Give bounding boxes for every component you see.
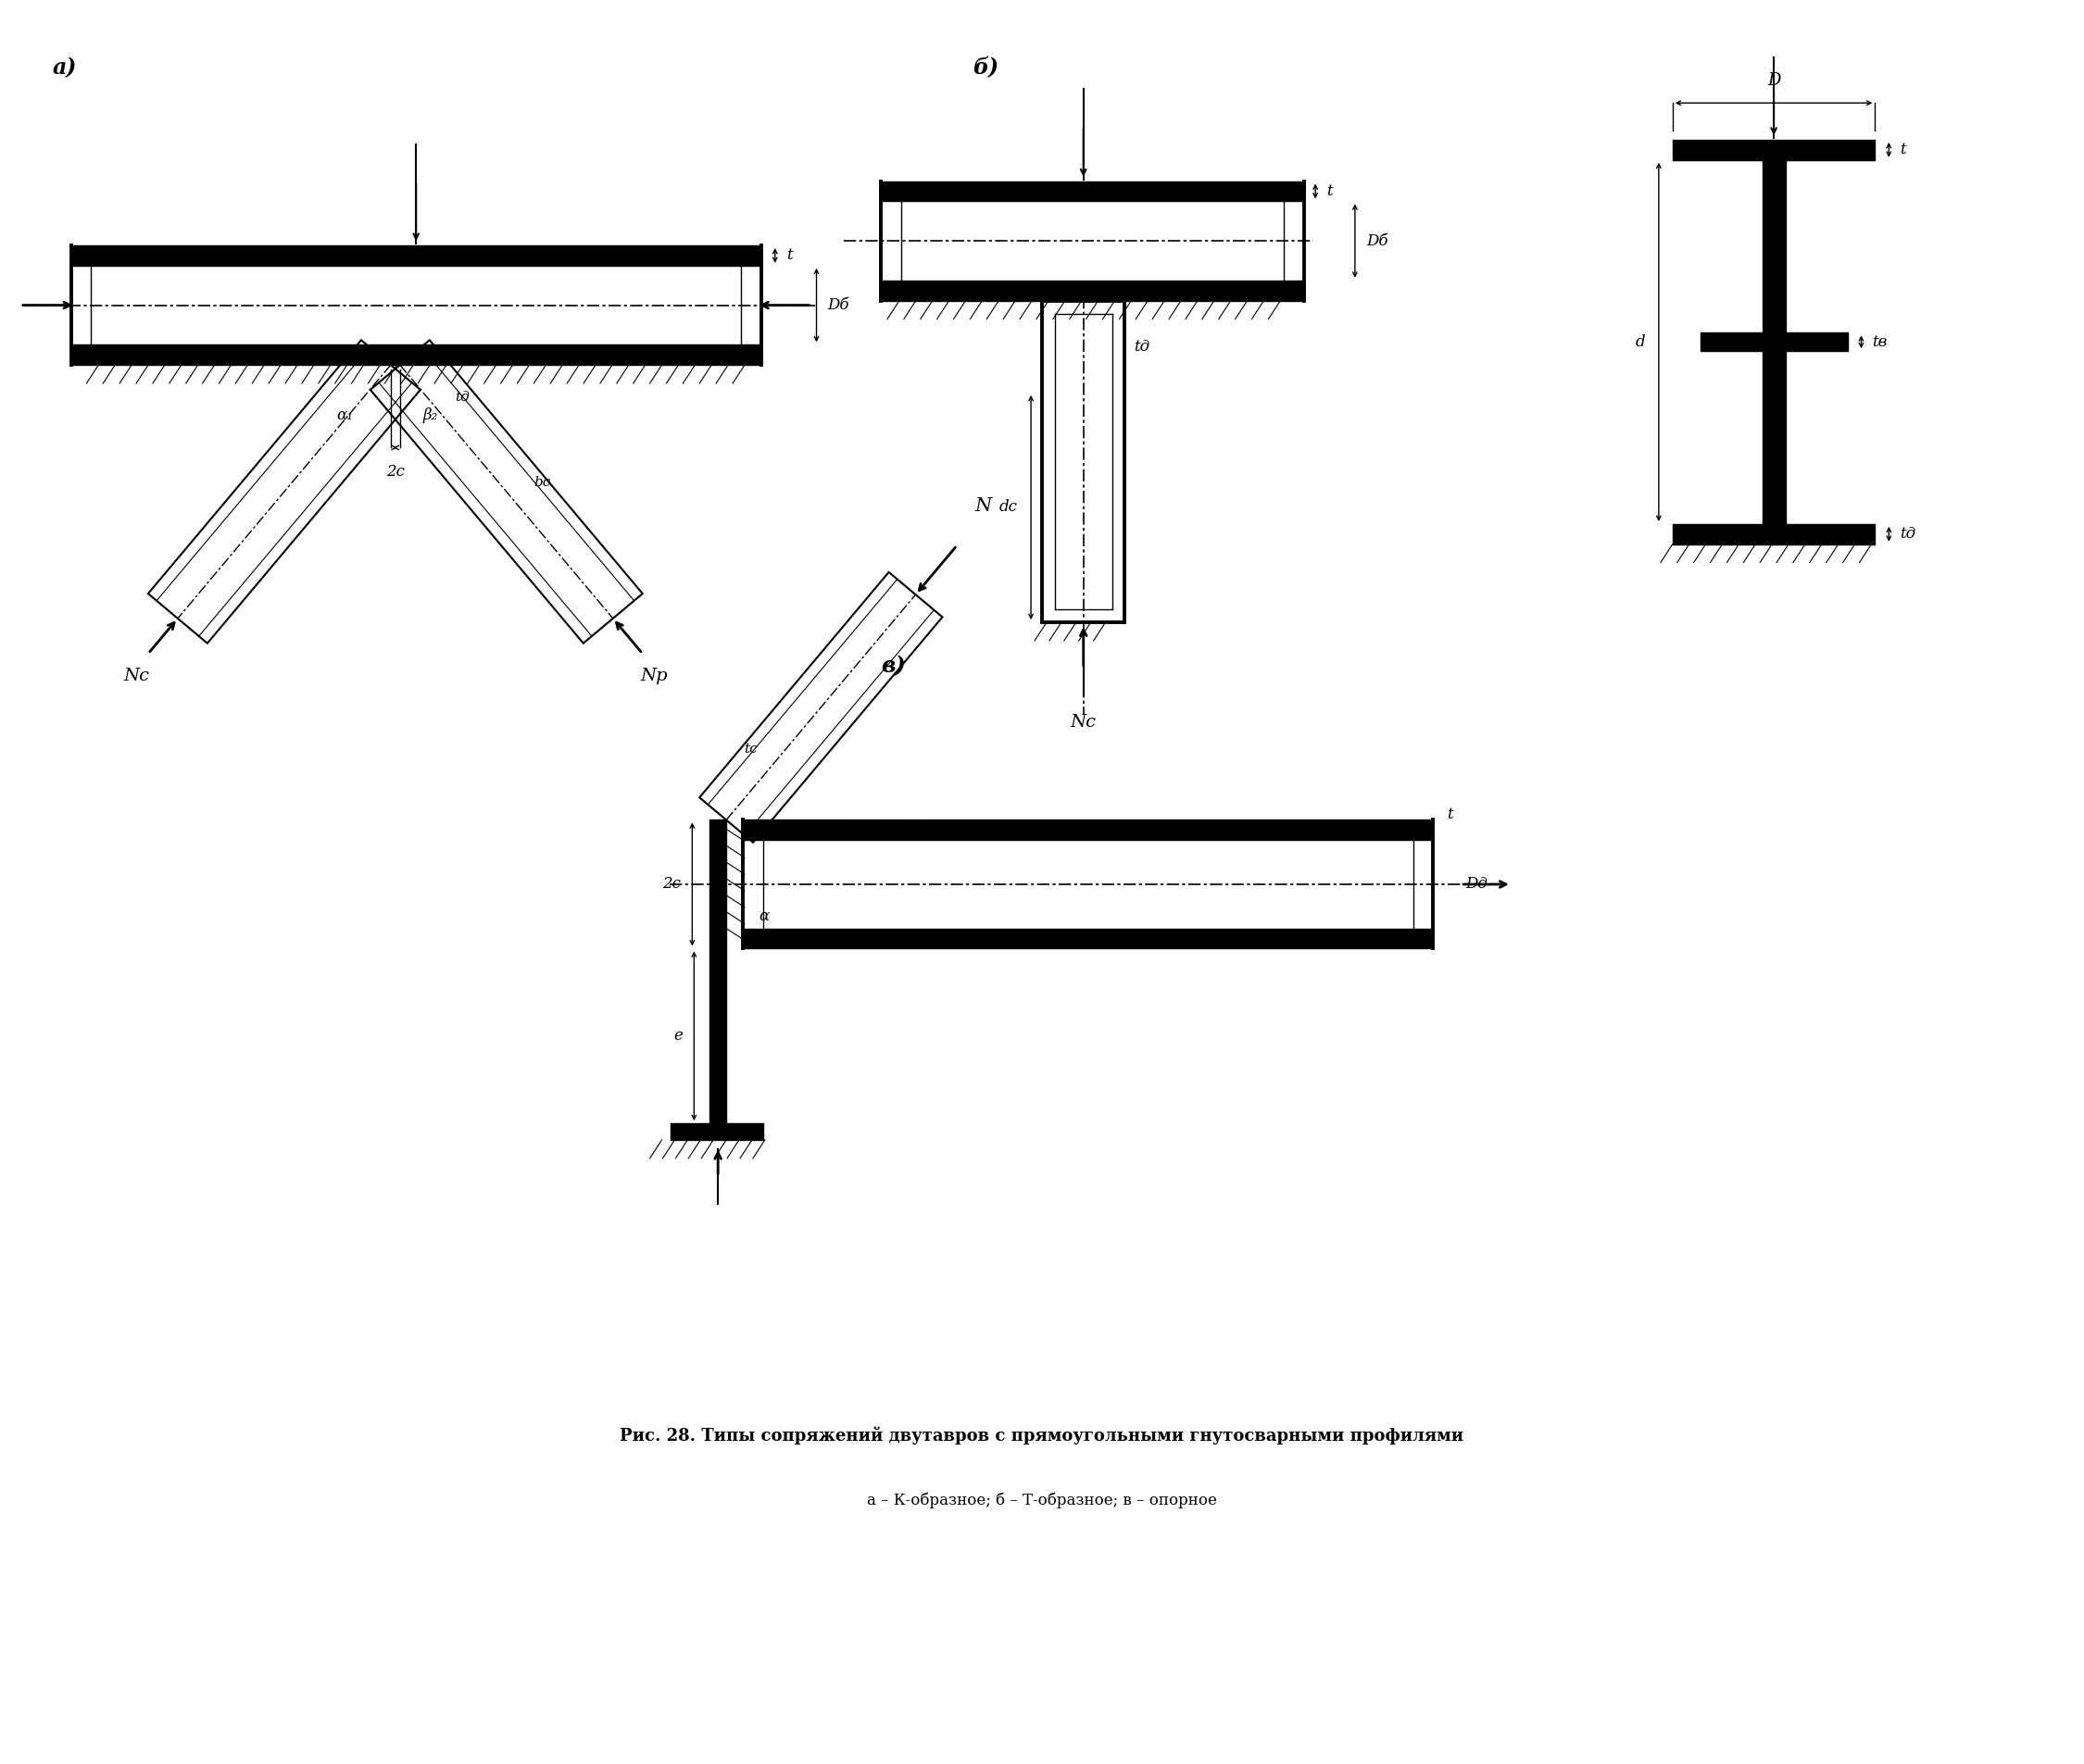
Text: β₂: β₂: [423, 407, 438, 423]
Text: bс: bс: [534, 476, 550, 489]
Text: t: t: [1325, 183, 1332, 199]
Text: в): в): [882, 654, 907, 677]
Text: tв: tв: [1871, 333, 1888, 349]
Text: Рис. 28. Типы сопряжений двутавров с прямоугольными гнутосварными профилями: Рис. 28. Типы сопряжений двутавров с пря…: [621, 1427, 1463, 1445]
Text: 2c: 2c: [386, 464, 404, 480]
Text: D: D: [1767, 72, 1780, 90]
Text: α: α: [759, 908, 769, 924]
Text: 2c: 2c: [663, 877, 681, 893]
Text: б): б): [973, 56, 998, 79]
Text: dс: dс: [998, 499, 1017, 515]
Text: Dб: Dб: [1365, 233, 1388, 249]
Text: N: N: [975, 497, 992, 515]
Text: tд: tд: [1134, 339, 1150, 355]
Text: e: e: [673, 1028, 684, 1044]
Text: Nр: Nр: [640, 669, 669, 684]
Text: Nс: Nс: [123, 669, 150, 684]
Text: α₁: α₁: [336, 407, 352, 423]
Text: tс: tс: [744, 743, 759, 757]
Text: tд: tд: [1901, 526, 1915, 542]
Text: а): а): [52, 56, 77, 79]
Text: Dб: Dб: [827, 298, 850, 312]
Text: d: d: [1636, 333, 1644, 349]
Text: Dд: Dд: [1465, 877, 1488, 893]
Text: Nс: Nс: [1071, 714, 1096, 730]
Text: tд: tд: [454, 390, 469, 404]
Text: t: t: [786, 247, 792, 263]
Text: t: t: [1901, 141, 1907, 157]
Text: а – К-образное; б – Т-образное; в – опорное: а – К-образное; б – Т-образное; в – опор…: [867, 1492, 1217, 1508]
Text: t: t: [1446, 806, 1453, 822]
